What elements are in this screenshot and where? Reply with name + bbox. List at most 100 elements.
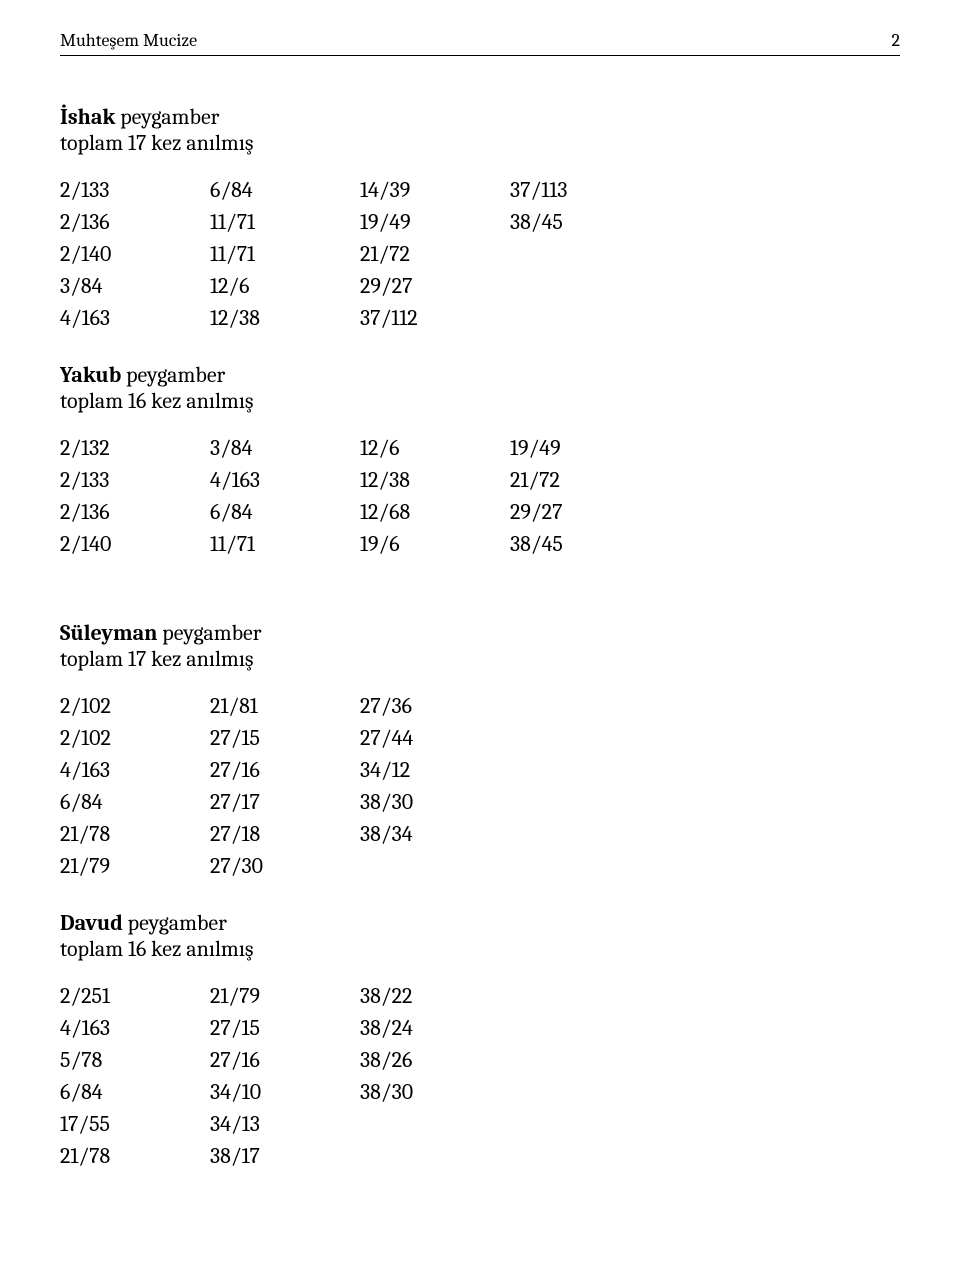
table-cell: 19/49 (510, 432, 660, 464)
table-cell: 27/17 (210, 786, 360, 818)
reference-table: 2/1323/8412/619/492/1334/16312/3821/722/… (60, 432, 660, 560)
table-row: 2/1366/8412/6829/27 (60, 496, 660, 528)
table-cell (510, 238, 660, 270)
table-cell: 27/18 (210, 818, 360, 850)
table-cell: 27/44 (360, 722, 510, 754)
page-container: Muhteşem Mucize 2 İshak peygambertoplam … (0, 0, 960, 1230)
table-cell: 34/10 (210, 1076, 360, 1108)
table-cell: 6/84 (60, 1076, 210, 1108)
table-cell: 27/15 (210, 722, 360, 754)
reference-table: 2/1336/8414/3937/1132/13611/7119/4938/45… (60, 174, 660, 334)
table-cell: 6/84 (210, 174, 360, 206)
table-cell: 12/68 (360, 496, 510, 528)
table-cell: 37/112 (360, 302, 510, 334)
table-cell: 34/12 (360, 754, 510, 786)
table-cell: 19/49 (360, 206, 510, 238)
table-cell: 21/79 (210, 980, 360, 1012)
table-cell (360, 1108, 510, 1140)
header-rule (60, 55, 900, 56)
table-row: 6/8427/1738/30 (60, 786, 510, 818)
table-cell (360, 1140, 510, 1172)
table-cell: 2/251 (60, 980, 210, 1012)
table-row: 21/7838/17 (60, 1140, 510, 1172)
table-cell: 2/136 (60, 206, 210, 238)
reference-table: 2/10221/8127/362/10227/1527/444/16327/16… (60, 690, 510, 882)
table-row: 4/16327/1634/12 (60, 754, 510, 786)
content-sections: İshak peygambertoplam 17 kez anılmış2/13… (60, 104, 900, 1172)
table-row: 2/25121/7938/22 (60, 980, 510, 1012)
table-cell: 38/30 (360, 786, 510, 818)
table-cell: 27/30 (210, 850, 360, 882)
table-row: 2/10227/1527/44 (60, 722, 510, 754)
table-cell: 2/133 (60, 464, 210, 496)
section-title: İshak peygamber (60, 104, 900, 130)
table-row: 2/13611/7119/4938/45 (60, 206, 660, 238)
section: İshak peygambertoplam 17 kez anılmış2/13… (60, 104, 900, 334)
table-cell: 27/36 (360, 690, 510, 722)
table-cell: 6/84 (60, 786, 210, 818)
table-cell: 34/13 (210, 1108, 360, 1140)
section-title: Yakub peygamber (60, 362, 900, 388)
table-cell: 38/17 (210, 1140, 360, 1172)
table-cell: 38/22 (360, 980, 510, 1012)
table-row: 21/7927/30 (60, 850, 510, 882)
table-cell: 21/72 (360, 238, 510, 270)
section-title: Süleyman peygamber (60, 620, 900, 646)
table-cell: 14/39 (360, 174, 510, 206)
table-cell: 2/102 (60, 722, 210, 754)
section-title-bold: Davud (60, 910, 123, 936)
table-row: 4/16312/3837/112 (60, 302, 660, 334)
table-cell: 4/163 (210, 464, 360, 496)
table-cell: 4/163 (60, 754, 210, 786)
page-number: 2 (892, 30, 901, 51)
section-title-rest: peygamber (115, 104, 219, 130)
table-row: 2/10221/8127/36 (60, 690, 510, 722)
section-title-rest: peygamber (157, 620, 261, 646)
table-cell: 12/6 (210, 270, 360, 302)
table-cell: 17/55 (60, 1108, 210, 1140)
table-cell: 2/140 (60, 238, 210, 270)
table-cell: 12/38 (360, 464, 510, 496)
table-cell: 27/16 (210, 1044, 360, 1076)
header-title: Muhteşem Mucize (60, 30, 197, 51)
table-row: 4/16327/1538/24 (60, 1012, 510, 1044)
table-cell (510, 302, 660, 334)
section-title-bold: İshak (60, 104, 115, 130)
table-cell: 4/163 (60, 1012, 210, 1044)
table-cell: 2/102 (60, 690, 210, 722)
table-row: 17/5534/13 (60, 1108, 510, 1140)
table-cell: 21/79 (60, 850, 210, 882)
table-row: 3/8412/629/27 (60, 270, 660, 302)
table-row: 21/7827/1838/34 (60, 818, 510, 850)
table-cell: 11/71 (210, 528, 360, 560)
table-cell: 27/16 (210, 754, 360, 786)
section-subtitle: toplam 16 kez anılmış (60, 388, 900, 414)
section-subtitle: toplam 17 kez anılmış (60, 646, 900, 672)
table-cell: 6/84 (210, 496, 360, 528)
table-cell: 27/15 (210, 1012, 360, 1044)
table-cell: 2/140 (60, 528, 210, 560)
section-subtitle: toplam 16 kez anılmış (60, 936, 900, 962)
table-cell: 21/78 (60, 1140, 210, 1172)
table-cell: 21/81 (210, 690, 360, 722)
table-cell: 5/78 (60, 1044, 210, 1076)
table-cell: 4/163 (60, 302, 210, 334)
table-cell (360, 850, 510, 882)
table-cell: 21/78 (60, 818, 210, 850)
table-cell: 2/132 (60, 432, 210, 464)
section-title-rest: peygamber (123, 910, 227, 936)
table-row: 2/1334/16312/3821/72 (60, 464, 660, 496)
section-title-rest: peygamber (121, 362, 225, 388)
table-row: 2/14011/7121/72 (60, 238, 660, 270)
section: Davud peygambertoplam 16 kez anılmış 2/25… (60, 910, 900, 1172)
section-title-bold: Süleyman (60, 620, 157, 646)
table-cell: 38/45 (510, 528, 660, 560)
table-cell: 29/27 (510, 496, 660, 528)
section: Süleyman peygambertoplam 17 kez anılmış 2… (60, 620, 900, 882)
table-cell: 11/71 (210, 238, 360, 270)
table-cell: 2/136 (60, 496, 210, 528)
table-row: 6/8434/1038/30 (60, 1076, 510, 1108)
reference-table: 2/25121/7938/224/16327/1538/245/7827/163… (60, 980, 510, 1172)
table-cell: 29/27 (360, 270, 510, 302)
table-cell: 11/71 (210, 206, 360, 238)
